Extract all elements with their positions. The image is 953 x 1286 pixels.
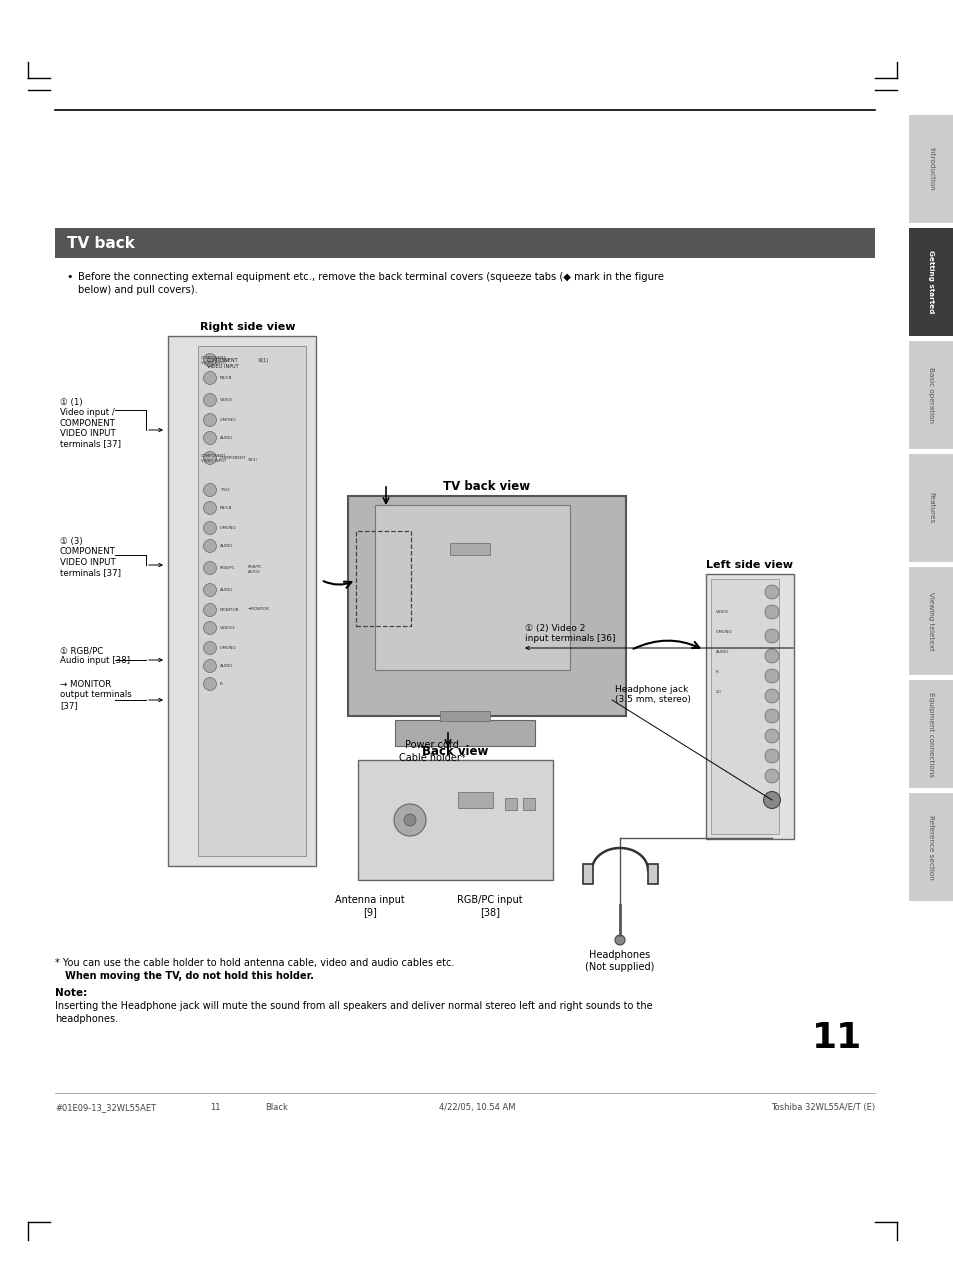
Bar [395, 720, 535, 746]
Text: 11: 11 [811, 1021, 862, 1055]
Bar [355, 531, 411, 626]
Circle shape [203, 678, 216, 691]
Text: TV back view: TV back view [443, 480, 530, 493]
Bar [357, 760, 553, 880]
Bar [348, 496, 625, 716]
Circle shape [764, 729, 779, 743]
Text: below) and pull covers).: below) and pull covers). [78, 285, 197, 294]
Text: R: R [220, 682, 223, 685]
Text: PB/CB: PB/CB [220, 376, 233, 379]
Text: #01E09-13_32WL55AET: #01E09-13_32WL55AET [55, 1103, 156, 1112]
Circle shape [203, 660, 216, 673]
Text: ①(3): ①(3) [248, 458, 257, 462]
Text: Y/G2: Y/G2 [220, 358, 230, 361]
Text: VIDEO: VIDEO [220, 397, 233, 403]
Text: R: R [716, 670, 719, 674]
Text: Back view: Back view [421, 745, 488, 757]
Text: ① (3)
COMPONENT
VIDEO INPUT
terminals [37]: ① (3) COMPONENT VIDEO INPUT terminals [3… [60, 538, 121, 577]
Text: Equipment connections: Equipment connections [927, 692, 933, 777]
Circle shape [203, 621, 216, 634]
Text: Headphone jack
(3.5 mm, stereo): Headphone jack (3.5 mm, stereo) [615, 685, 690, 705]
Text: (2): (2) [716, 691, 721, 694]
Bar [168, 336, 315, 865]
Text: MONITOR: MONITOR [220, 608, 239, 612]
Text: AUDIO: AUDIO [220, 664, 233, 667]
Text: PB/CB: PB/CB [220, 505, 233, 511]
Bar [198, 346, 306, 856]
Circle shape [764, 649, 779, 664]
Text: Viewing teletext: Viewing teletext [927, 592, 933, 651]
Bar [457, 792, 493, 808]
Text: Y/G3: Y/G3 [220, 487, 230, 493]
Text: •: • [66, 273, 72, 282]
Circle shape [403, 814, 416, 826]
Text: Left side view: Left side view [706, 559, 793, 570]
Bar [375, 505, 569, 670]
Text: L/MONO: L/MONO [220, 526, 236, 530]
Text: → MONITOR
output terminals
[37]: → MONITOR output terminals [37] [60, 680, 132, 710]
Bar [908, 341, 952, 449]
Bar [647, 864, 658, 883]
Text: ①(1): ①(1) [257, 358, 269, 363]
Text: VIDEO: VIDEO [716, 610, 728, 613]
Bar [522, 799, 535, 810]
Circle shape [203, 522, 216, 535]
Bar [908, 454, 952, 562]
Text: Reference section: Reference section [927, 814, 933, 880]
Circle shape [764, 604, 779, 619]
Text: RGB/PC input
[38]: RGB/PC input [38] [456, 895, 522, 917]
Text: Headphones
(Not supplied): Headphones (Not supplied) [585, 950, 654, 972]
Circle shape [764, 748, 779, 763]
Circle shape [764, 585, 779, 599]
Circle shape [764, 669, 779, 683]
Text: COMPONENT
VIDEO INPUT: COMPONENT VIDEO INPUT [201, 356, 226, 365]
Bar [450, 543, 490, 556]
Circle shape [394, 804, 426, 836]
Circle shape [203, 540, 216, 553]
Text: Note:: Note: [55, 988, 87, 998]
Text: ① (2) Video 2
input terminals [36]: ① (2) Video 2 input terminals [36] [524, 624, 615, 643]
Text: 4/22/05, 10.54 AM: 4/22/05, 10.54 AM [438, 1103, 515, 1112]
Circle shape [203, 484, 216, 496]
Circle shape [203, 451, 216, 464]
Bar [55, 228, 874, 258]
Text: AUDIO: AUDIO [220, 588, 233, 592]
Text: Before the connecting external equipment etc., remove the back terminal covers (: Before the connecting external equipment… [78, 273, 663, 282]
Text: Inserting the Headphone jack will mute the sound from all speakers and deliver n: Inserting the Headphone jack will mute t… [55, 1001, 652, 1011]
Text: TV back: TV back [67, 235, 134, 251]
Text: headphones.: headphones. [55, 1013, 118, 1024]
Text: VIDEO3: VIDEO3 [220, 626, 235, 630]
Text: Cable holder*: Cable holder* [398, 754, 465, 763]
Text: Power cord: Power cord [405, 739, 458, 750]
Text: Black: Black [265, 1103, 288, 1112]
Bar [908, 793, 952, 901]
Text: L/MONO: L/MONO [220, 418, 236, 422]
Text: L/MONO: L/MONO [716, 630, 732, 634]
Text: Introduction: Introduction [927, 147, 933, 190]
Circle shape [764, 769, 779, 783]
Circle shape [764, 709, 779, 723]
Bar [439, 711, 490, 721]
Text: Basic operation: Basic operation [927, 367, 933, 423]
Circle shape [762, 791, 780, 809]
Circle shape [203, 414, 216, 427]
Circle shape [203, 502, 216, 514]
Bar [908, 228, 952, 336]
Bar [908, 680, 952, 788]
Bar [504, 799, 517, 810]
Text: COMPONENT: COMPONENT [220, 457, 246, 460]
Bar [908, 114, 952, 222]
Text: When moving the TV, do not hold this holder.: When moving the TV, do not hold this hol… [55, 971, 314, 981]
Circle shape [203, 354, 216, 367]
Text: Getting started: Getting started [927, 251, 933, 314]
Bar [908, 567, 952, 675]
Text: RGB/PC: RGB/PC [220, 566, 235, 570]
Text: ① (1)
Video input /
COMPONENT
VIDEO INPUT
terminals [37]: ① (1) Video input / COMPONENT VIDEO INPU… [60, 397, 121, 449]
Text: AUDIO: AUDIO [220, 544, 233, 548]
Text: L/MONO: L/MONO [220, 646, 236, 649]
Circle shape [615, 935, 624, 945]
Circle shape [203, 642, 216, 655]
Text: RGB/PC
AUDIO: RGB/PC AUDIO [248, 565, 262, 574]
Text: Toshiba 32WL55A/E/T (E): Toshiba 32WL55A/E/T (E) [770, 1103, 874, 1112]
Circle shape [203, 432, 216, 445]
